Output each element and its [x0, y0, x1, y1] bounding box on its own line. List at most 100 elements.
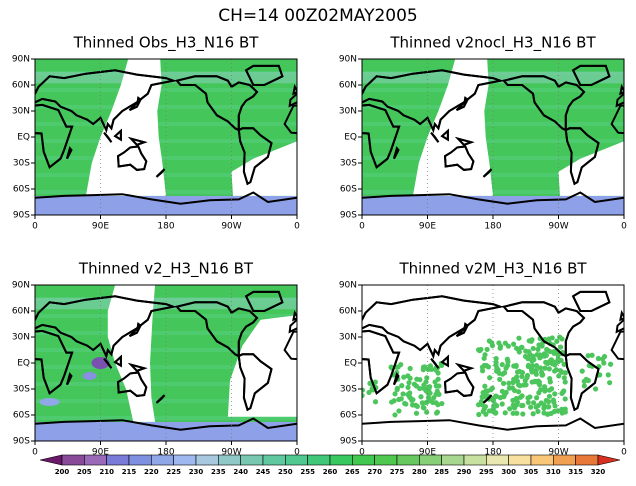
colorbar-label: 230 — [189, 468, 204, 476]
x-tick-label: 90E — [92, 222, 109, 232]
obs-dot — [562, 409, 568, 415]
obs-dot — [433, 383, 439, 389]
obs-dot — [398, 362, 404, 368]
coastline — [292, 83, 297, 96]
obs-dot — [478, 398, 484, 405]
obs-dot — [417, 377, 423, 383]
obs-dot — [367, 380, 373, 386]
coastline — [244, 290, 284, 312]
obs-dot — [424, 409, 430, 415]
obs-dot — [485, 364, 492, 370]
obs-dot — [537, 352, 543, 358]
x-tick-label: 90E — [419, 448, 436, 458]
colorbar-box — [285, 454, 308, 466]
obs-dot — [530, 400, 537, 406]
colorbar-label: 290 — [457, 468, 472, 476]
coastline — [564, 127, 600, 186]
obs-dot — [504, 356, 510, 362]
coastline — [116, 371, 148, 397]
obs-dot — [499, 371, 506, 377]
obs-dot — [558, 344, 564, 350]
colorbar-box — [374, 454, 398, 466]
colorbar-label: 220 — [144, 468, 159, 476]
obs-dot — [406, 380, 412, 386]
obs-dot — [497, 376, 503, 383]
y-tick-label: 90S — [340, 437, 357, 447]
obs-dot — [525, 399, 531, 406]
colorbar-label: 295 — [479, 468, 494, 476]
swath-stripe — [35, 139, 297, 143]
obs-dot — [517, 383, 523, 389]
obs-dot — [433, 367, 439, 373]
obs-dot — [529, 379, 535, 385]
obs-dot — [537, 365, 544, 371]
coastline — [35, 417, 297, 431]
obs-dot — [500, 380, 507, 386]
map-panel: Thinned v2M_H3_N16 BT 0 90E 180 90W 0 90N 60N 30… — [339, 260, 627, 458]
colorbar-box — [240, 454, 264, 466]
colorbar-label: 260 — [323, 468, 338, 476]
colorbar-label: 225 — [166, 468, 181, 476]
obs-dot — [555, 356, 561, 362]
coastline — [155, 168, 166, 178]
colorbar-label: 235 — [211, 468, 226, 476]
colorbar-box — [508, 454, 532, 466]
y-tick-label: EQ — [344, 359, 357, 369]
obs-dot — [547, 375, 553, 382]
obs-dot — [506, 380, 512, 386]
obs-dot — [407, 365, 413, 372]
coastline — [393, 146, 400, 160]
obs-dot — [530, 345, 536, 352]
obs-dot — [482, 383, 488, 389]
obs-dot — [552, 391, 558, 397]
colorbar: 200 205 210 215 220 225 230 235 240 245 250 255 260 2… — [39, 454, 621, 476]
colorbar-label: 205 — [77, 468, 92, 476]
data-gap — [107, 285, 156, 422]
obs-dot — [581, 383, 587, 389]
coastline — [502, 75, 586, 132]
obs-dot — [522, 353, 529, 360]
obs-dot — [513, 402, 520, 408]
coastline — [155, 394, 166, 404]
coastline — [175, 75, 259, 132]
obs-dot — [510, 341, 517, 347]
obs-dot — [502, 340, 508, 346]
colorbar-label: 305 — [524, 468, 539, 476]
coastline — [454, 136, 475, 146]
x-tick-label: 90E — [92, 448, 109, 458]
coastline — [128, 322, 142, 338]
obs-dot — [551, 348, 557, 355]
obs-dot — [433, 391, 439, 397]
obs-dot — [535, 346, 541, 352]
obs-dot — [525, 363, 531, 370]
colorbar-label: 200 — [55, 468, 70, 476]
obs-dot — [555, 352, 561, 358]
x-tick-label: 0 — [32, 222, 38, 232]
obs-dot — [562, 396, 568, 402]
obs-dot — [549, 386, 555, 392]
coastline — [35, 329, 74, 395]
swath-stripe — [362, 156, 624, 160]
colorbar-box — [486, 454, 509, 466]
obs-dot — [424, 375, 430, 381]
x-tick-label: 0 — [294, 448, 300, 458]
y-tick-label: 90S — [13, 437, 30, 447]
map-panel: Thinned v2_H3_N16 BT 0 90E 180 90W 0 90N 60N 30N… — [12, 260, 300, 458]
obs-dot — [372, 399, 379, 405]
obs-dot — [536, 379, 542, 385]
colorbar-label: 240 — [233, 468, 248, 476]
obs-dot — [541, 405, 547, 411]
obs-dot — [434, 410, 440, 416]
obs-dot — [407, 375, 413, 381]
colorbar-box — [419, 454, 442, 466]
obs-dot — [481, 355, 487, 361]
y-tick-label: 60S — [13, 185, 30, 195]
colorbar-box — [173, 454, 197, 466]
coastline — [362, 103, 401, 169]
colorbar-box — [463, 454, 487, 466]
obs-dot — [392, 391, 398, 397]
obs-dot — [561, 361, 567, 368]
panel-title: Thinned v2M_H3_N16 BT — [398, 260, 587, 279]
obs-dot — [546, 393, 553, 399]
obs-dot — [516, 347, 522, 353]
